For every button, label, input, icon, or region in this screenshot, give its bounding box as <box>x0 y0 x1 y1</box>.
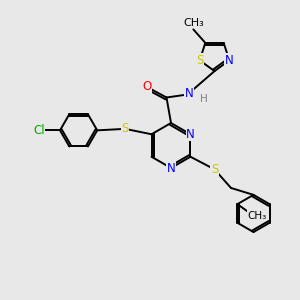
Text: CH₃: CH₃ <box>247 211 266 220</box>
Text: N: N <box>167 161 176 175</box>
Text: H: H <box>200 94 208 104</box>
Text: Cl: Cl <box>33 124 45 137</box>
Text: N: N <box>225 54 234 67</box>
Text: S: S <box>196 54 203 67</box>
Text: S: S <box>211 163 218 176</box>
Text: N: N <box>186 128 195 141</box>
Text: O: O <box>142 80 152 94</box>
Text: S: S <box>122 122 129 135</box>
Text: N: N <box>184 86 194 100</box>
Text: CH₃: CH₃ <box>183 18 204 28</box>
